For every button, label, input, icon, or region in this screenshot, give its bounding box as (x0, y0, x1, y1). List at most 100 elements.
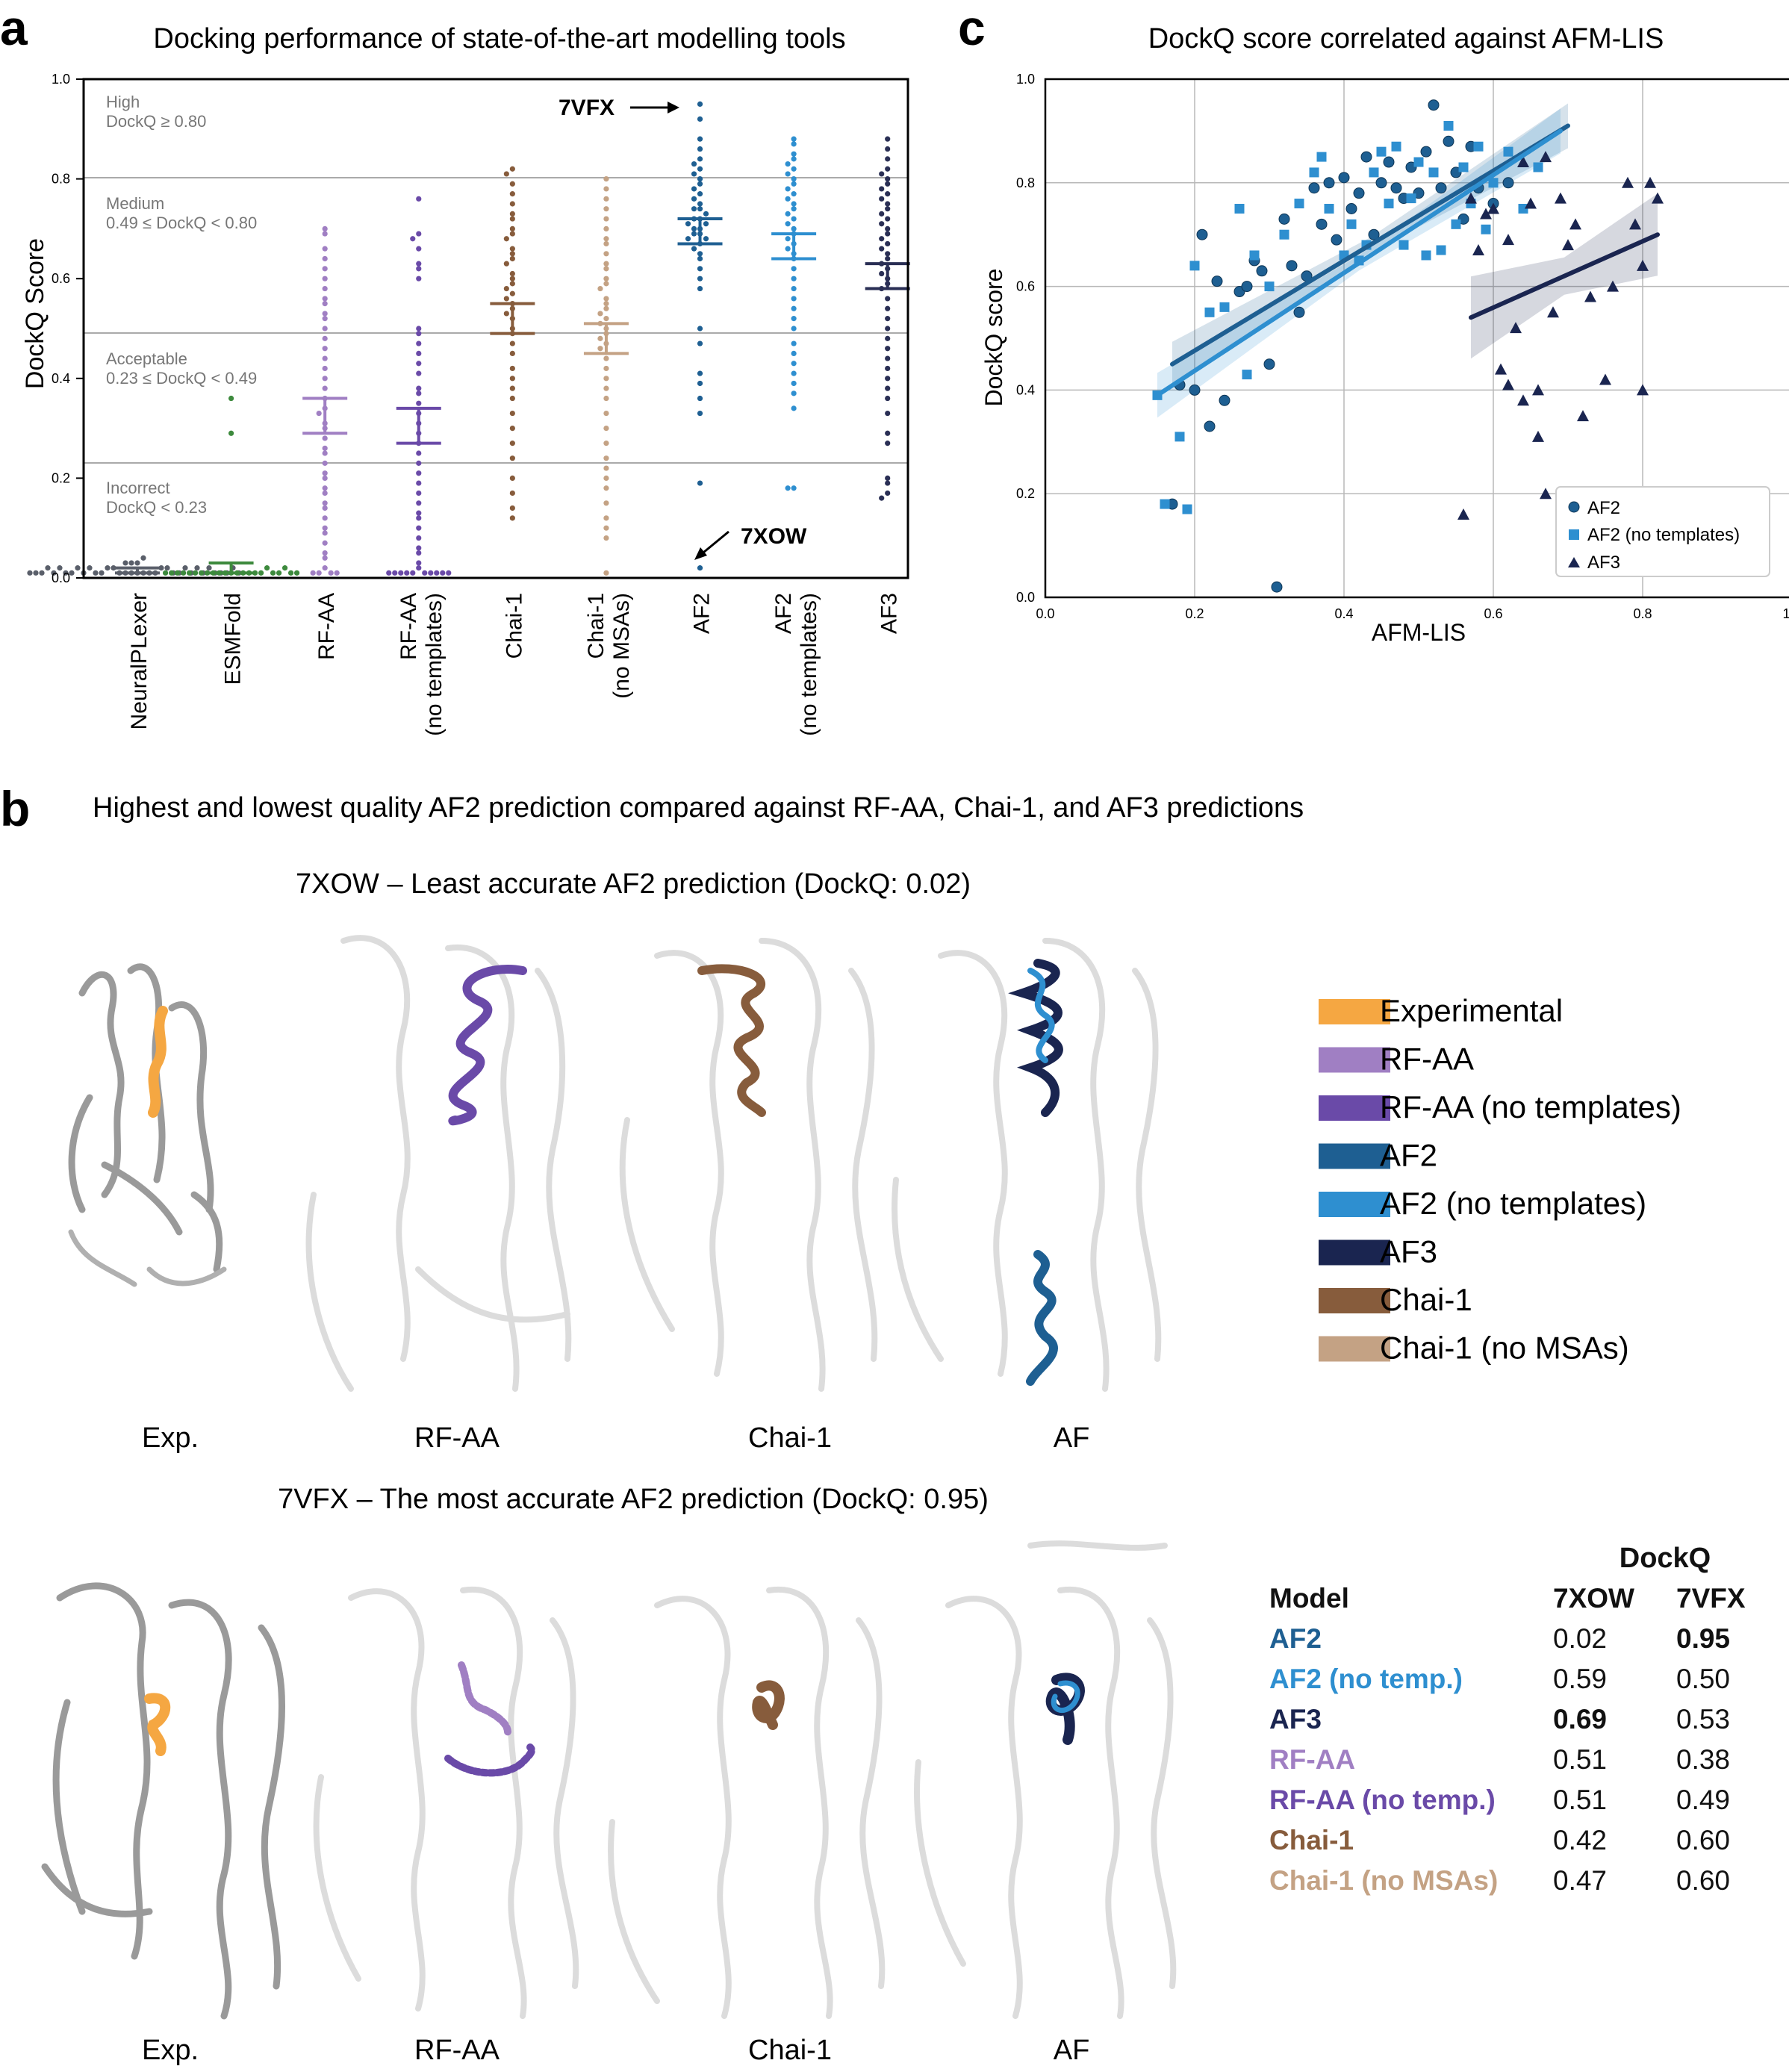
data-point (603, 176, 609, 182)
dockq-7vfx-value: 0.50 (1676, 1664, 1731, 1694)
column-model-header: Model (1269, 1583, 1349, 1614)
data-point (791, 485, 797, 491)
data-point (416, 515, 422, 521)
data-point (192, 570, 199, 576)
data-point (885, 365, 891, 372)
data-point (322, 285, 328, 292)
data-point (1286, 260, 1298, 272)
data-point (885, 216, 891, 222)
data-point (697, 380, 703, 387)
data-point (791, 201, 797, 207)
series-points (1457, 151, 1664, 520)
y-tick-label: 1.0 (52, 72, 70, 87)
dockq-group-header: DockQ (1619, 1542, 1711, 1574)
data-point (1584, 290, 1596, 302)
data-point (186, 570, 193, 576)
data-point (885, 376, 891, 382)
data-point (603, 525, 609, 531)
data-point (697, 166, 703, 172)
rfaa-ligand-7vfx-bottom (444, 1743, 535, 1777)
data-point (603, 515, 609, 521)
data-point (879, 236, 885, 242)
data-point (416, 510, 422, 516)
data-point (603, 485, 609, 491)
data-point (1376, 146, 1387, 157)
x-category-label: NeuralPLexer (127, 593, 152, 729)
series-group (677, 101, 723, 571)
data-point (1428, 167, 1439, 178)
data-point (1517, 394, 1529, 406)
x-label-line1: Chai-1 (584, 593, 609, 659)
data-point (509, 426, 515, 432)
data-point (603, 426, 609, 432)
structure-af-7xow (892, 938, 1162, 1392)
y-tick-label: 0.2 (52, 470, 70, 485)
panel-a-frame (82, 78, 909, 579)
data-point (509, 281, 515, 287)
data-point (322, 385, 328, 391)
data-point (885, 305, 891, 311)
data-point (1637, 259, 1649, 271)
data-point (509, 231, 515, 237)
dockq-table-grid: DockQ Model 7XOW 7VFX AF2 0.02 0.95 AF2 (no… (1269, 1538, 1777, 1901)
data-point (1458, 162, 1469, 172)
data-point (509, 350, 515, 356)
data-point (879, 495, 885, 501)
data-point (509, 455, 515, 461)
data-point (885, 395, 891, 402)
structure-captions-row2: Exp. RF-AA Chai-1 AF (142, 2035, 1089, 2066)
data-point (322, 225, 328, 231)
data-point (416, 370, 422, 376)
data-point (322, 326, 328, 332)
data-point (503, 236, 509, 242)
data-point (182, 565, 188, 571)
data-point (597, 285, 603, 292)
data-point (885, 296, 891, 302)
data-point (322, 255, 328, 262)
data-point (603, 216, 609, 222)
x-tick-label: 0.6 (1484, 606, 1502, 621)
data-point (697, 565, 703, 571)
data-point (1629, 218, 1641, 230)
data-point (603, 206, 609, 212)
dockq-7xow-value: 0.69 (1553, 1704, 1608, 1735)
data-point (416, 361, 422, 367)
data-point (416, 331, 422, 337)
data-point (1413, 157, 1424, 167)
data-point (1242, 370, 1252, 380)
data-point (258, 570, 264, 576)
dockq-row: RF-AA (no temp.) 0.51 0.49 (1269, 1780, 1777, 1820)
data-point (416, 490, 422, 497)
data-point (885, 156, 891, 162)
data-point (128, 560, 134, 566)
data-point (791, 316, 797, 322)
data-point (322, 565, 328, 571)
data-point (691, 196, 697, 202)
dockq-model-name: RF-AA (no temp.) (1269, 1785, 1496, 1815)
data-point (785, 211, 791, 217)
data-point (885, 231, 891, 237)
x-label-line2: (no MSAs) (609, 593, 634, 699)
dockq-row: Chai-1 (no MSAs) 0.47 0.60 (1269, 1861, 1777, 1901)
data-point (885, 430, 891, 436)
data-point (1174, 432, 1185, 442)
y-tick-label: 0.6 (1016, 279, 1035, 294)
data-point (791, 181, 797, 187)
data-point (603, 365, 609, 372)
dockq-group-header-row: DockQ (1269, 1538, 1777, 1578)
data-point (1160, 499, 1170, 509)
dockq-7vfx-value: 0.95 (1676, 1623, 1731, 1654)
data-point (322, 475, 328, 482)
data-point (27, 570, 33, 576)
data-point (1525, 197, 1537, 209)
data-point (446, 570, 452, 576)
data-point (1421, 250, 1431, 261)
series-group (302, 225, 348, 576)
data-point (1480, 208, 1492, 220)
panel-a-plot (27, 101, 910, 576)
data-point (1436, 245, 1446, 255)
data-point (697, 191, 703, 197)
data-point (603, 305, 609, 311)
dockq-7vfx-value: 0.60 (1676, 1825, 1731, 1855)
data-point (1532, 430, 1544, 442)
